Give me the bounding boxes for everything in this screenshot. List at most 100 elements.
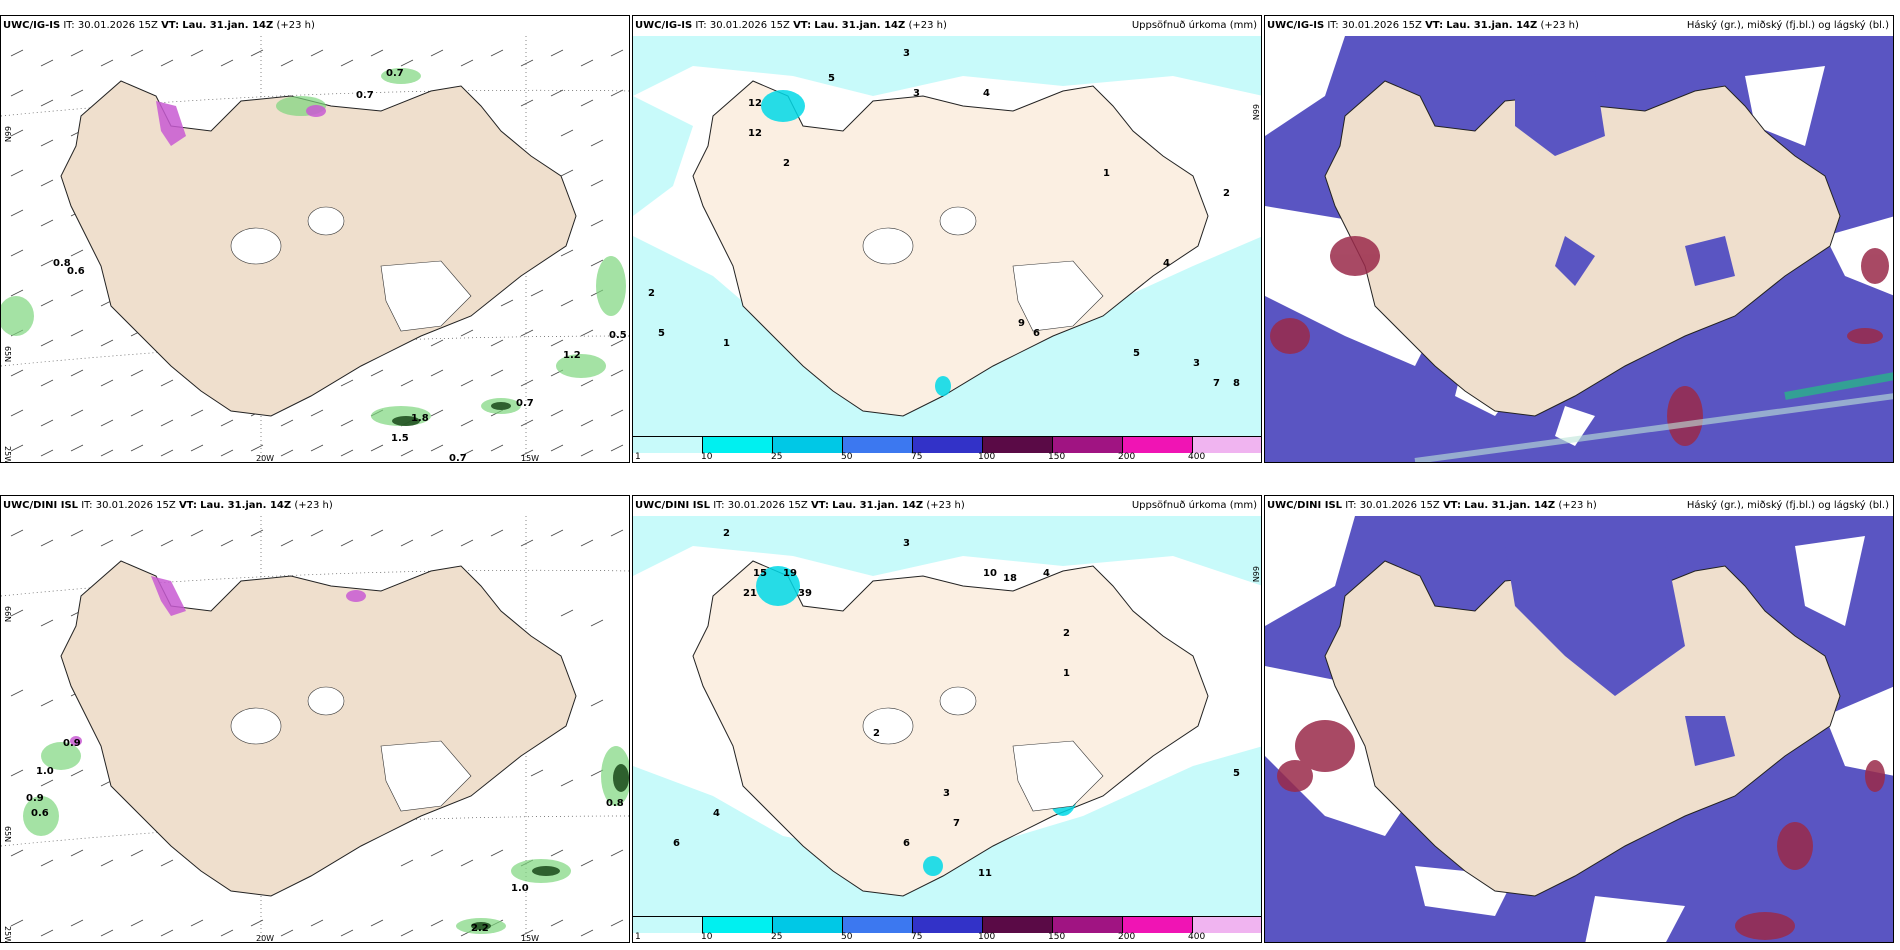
- colorbar-tick: 50: [841, 932, 853, 942]
- svg-text:6: 6: [903, 838, 910, 849]
- panel-subtitle: Uppsöfnuð úrkoma (mm): [1131, 500, 1257, 511]
- svg-text:2: 2: [648, 288, 655, 299]
- colorbar-cell: [913, 437, 983, 453]
- svg-text:5: 5: [828, 73, 835, 84]
- svg-text:0.7: 0.7: [449, 453, 467, 463]
- colorbar-cell: [633, 917, 703, 933]
- colorbar-tick: 10: [701, 932, 713, 942]
- svg-text:15W: 15W: [521, 934, 539, 943]
- colorbar-tick: 1: [635, 932, 641, 942]
- svg-text:39: 39: [798, 588, 812, 599]
- svg-text:2: 2: [873, 728, 880, 739]
- svg-text:12: 12: [748, 128, 762, 139]
- panel-header: UWC/IG-IS IT: 30.01.2026 15Z VT: Lau. 31…: [635, 20, 947, 31]
- panel-precip-row1: UWC/IG-IS IT: 30.01.2026 15Z VT: Lau. 31…: [632, 15, 1262, 463]
- svg-text:3: 3: [1193, 358, 1200, 369]
- colorbar-tick: 100: [978, 452, 996, 462]
- svg-text:10: 10: [983, 568, 997, 579]
- svg-text:1.0: 1.0: [36, 766, 54, 777]
- panel-subtitle: Uppsöfnuð úrkoma (mm): [1131, 20, 1257, 31]
- svg-text:5: 5: [1133, 348, 1140, 359]
- svg-text:2: 2: [1063, 628, 1070, 639]
- svg-text:25W: 25W: [3, 926, 12, 943]
- wind-map: 0.7 0.7 0.8 0.6 1.2 0.5 0.7 1.5 1.8 0.7 …: [1, 36, 629, 463]
- svg-text:21: 21: [743, 588, 757, 599]
- svg-text:4: 4: [1043, 568, 1050, 579]
- iceland-landmass: [60, 80, 577, 417]
- svg-text:5: 5: [1233, 768, 1240, 779]
- svg-text:2: 2: [723, 528, 730, 539]
- svg-text:3: 3: [903, 48, 910, 59]
- svg-text:1: 1: [723, 338, 730, 349]
- svg-text:6: 6: [1033, 328, 1040, 339]
- svg-text:0.8: 0.8: [606, 798, 624, 809]
- svg-text:66N: 66N: [1251, 566, 1260, 582]
- svg-text:25W: 25W: [3, 446, 12, 463]
- colorbar-tick: 1: [635, 452, 641, 462]
- svg-text:20W: 20W: [256, 454, 274, 463]
- precip-map: 3 5 4 3 12 12 2 1 2 4 6 5 3 7 8 9 2 5 1 …: [633, 36, 1261, 438]
- svg-text:1: 1: [1103, 168, 1110, 179]
- svg-text:9: 9: [1018, 318, 1025, 329]
- svg-text:0.6: 0.6: [31, 808, 49, 819]
- cloud-map: [1265, 516, 1893, 942]
- iceland-landmass: [60, 560, 577, 897]
- colorbar-tick: 75: [911, 452, 923, 462]
- svg-text:66N: 66N: [3, 606, 12, 622]
- colorbar-tick: 10: [701, 452, 713, 462]
- svg-text:7: 7: [953, 818, 960, 829]
- colorbar-cell: [1053, 917, 1123, 933]
- colorbar-tick: 100: [978, 932, 996, 942]
- colorbar-cell: [1123, 437, 1193, 453]
- svg-text:0.5: 0.5: [609, 330, 627, 341]
- colorbar-tick: 150: [1048, 452, 1066, 462]
- panel-wind-row2: UWC/DINI ISL IT: 30.01.2026 15Z VT: Lau.…: [0, 495, 630, 943]
- svg-text:0.6: 0.6: [67, 266, 85, 277]
- panel-header: UWC/DINI ISL IT: 30.01.2026 15Z VT: Lau.…: [635, 500, 965, 511]
- panel-header: UWC/IG-IS IT: 30.01.2026 15Z VT: Lau. 31…: [3, 20, 315, 31]
- svg-text:15: 15: [753, 568, 767, 579]
- colorbar-cell: [703, 917, 773, 933]
- panel-wind-row1: UWC/IG-IS IT: 30.01.2026 15Z VT: Lau. 31…: [0, 15, 630, 463]
- svg-text:0.8: 0.8: [53, 258, 71, 269]
- svg-text:3: 3: [913, 88, 920, 99]
- colorbar-cell: [1193, 917, 1261, 933]
- svg-text:19: 19: [783, 568, 797, 579]
- cloud-map: [1265, 36, 1893, 462]
- svg-text:4: 4: [1163, 258, 1170, 269]
- panel-precip-row2: UWC/DINI ISL IT: 30.01.2026 15Z VT: Lau.…: [632, 495, 1262, 943]
- panel-header: UWC/IG-IS IT: 30.01.2026 15Z VT: Lau. 31…: [1267, 20, 1579, 31]
- svg-text:66N: 66N: [1251, 104, 1260, 120]
- svg-text:20W: 20W: [256, 934, 274, 943]
- svg-text:4: 4: [713, 808, 720, 819]
- svg-text:1.2: 1.2: [563, 350, 581, 361]
- precip-colorbar: 1 10 25 50 75 100 150 200 400: [633, 916, 1261, 942]
- colorbar-cell: [983, 437, 1053, 453]
- svg-text:65N: 65N: [3, 346, 12, 362]
- colorbar-tick: 25: [771, 452, 783, 462]
- svg-text:0.7: 0.7: [356, 90, 374, 101]
- svg-text:0.9: 0.9: [63, 738, 81, 749]
- svg-text:1.0: 1.0: [511, 883, 529, 894]
- precip-map: 2 3 19 39 21 15 10 18 4 2 1 2 3 7 6 11 4…: [633, 516, 1261, 918]
- colorbar-tick: 25: [771, 932, 783, 942]
- panel-header: UWC/DINI ISL IT: 30.01.2026 15Z VT: Lau.…: [1267, 500, 1597, 511]
- colorbar-tick: 75: [911, 932, 923, 942]
- wind-map: 0.9 1.0 0.9 0.6 1.0 2.2 0.8 66N 65N 20W …: [1, 516, 629, 943]
- svg-text:8: 8: [1233, 378, 1240, 389]
- panel-clouds-row2: UWC/DINI ISL IT: 30.01.2026 15Z VT: Lau.…: [1264, 495, 1894, 943]
- precip-colorbar: 1 10 25 50 75 100 150 200 400: [633, 436, 1261, 462]
- colorbar-cell: [1193, 437, 1261, 453]
- panel-header: UWC/DINI ISL IT: 30.01.2026 15Z VT: Lau.…: [3, 500, 333, 511]
- colorbar-cell: [1053, 437, 1123, 453]
- svg-text:2: 2: [1223, 188, 1230, 199]
- colorbar-tick: 400: [1188, 452, 1206, 462]
- svg-text:2.2: 2.2: [471, 923, 489, 934]
- panel-subtitle: Háský (gr.), miðský (fj.bl.) og lágský (…: [1686, 20, 1889, 31]
- svg-text:66N: 66N: [3, 126, 12, 142]
- colorbar-cell: [843, 917, 913, 933]
- precip-light: [633, 36, 1261, 438]
- colorbar-cell: [983, 917, 1053, 933]
- svg-text:18: 18: [1003, 573, 1017, 584]
- colorbar-tick: 150: [1048, 932, 1066, 942]
